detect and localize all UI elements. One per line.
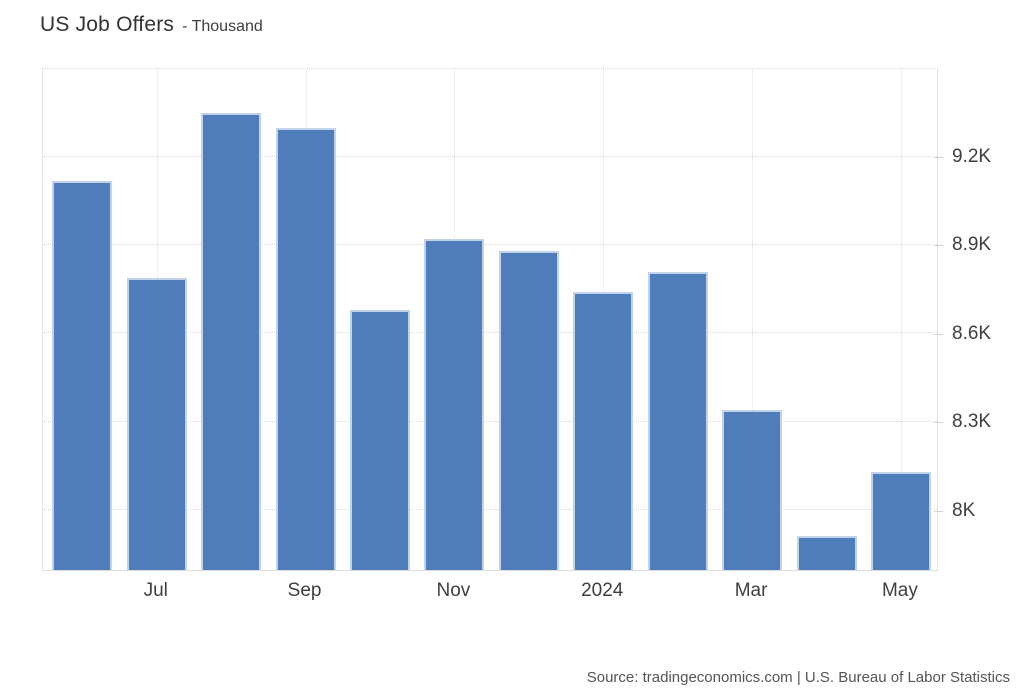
chart-header: US Job Offers - Thousand bbox=[40, 13, 263, 37]
bar-dec-2023[interactable] bbox=[498, 251, 559, 570]
x-axis-label: Jul bbox=[143, 580, 168, 601]
chart-title: US Job Offers bbox=[40, 13, 175, 36]
y-gridline bbox=[43, 244, 937, 246]
bar-layer bbox=[43, 69, 937, 570]
bar-apr-2024[interactable] bbox=[796, 536, 857, 570]
bar-jan-2024[interactable] bbox=[573, 292, 634, 570]
source-attribution: Source: tradingeconomics.com | U.S. Bure… bbox=[586, 669, 1010, 686]
y-axis-label: 9.2K bbox=[952, 145, 992, 167]
x-gridline bbox=[752, 69, 754, 570]
y-axis-tick bbox=[934, 156, 943, 158]
bar-sep-2023[interactable] bbox=[275, 127, 336, 570]
y-gridline bbox=[43, 420, 937, 422]
x-axis-label: Nov bbox=[436, 580, 471, 601]
bar-oct-2023[interactable] bbox=[349, 309, 410, 570]
y-axis-label: 8K bbox=[952, 499, 976, 521]
x-axis-label: 2024 bbox=[581, 580, 624, 601]
y-axis-tick bbox=[934, 333, 943, 335]
bar-aug-2023[interactable] bbox=[201, 113, 262, 570]
y-gridline bbox=[43, 156, 937, 158]
y-gridline bbox=[43, 508, 937, 510]
chart-subtitle: - Thousand bbox=[182, 18, 263, 35]
y-axis-tick bbox=[934, 245, 943, 246]
y-gridline bbox=[43, 332, 937, 334]
y-axis-label: 8.9K bbox=[952, 234, 992, 255]
x-gridline bbox=[900, 69, 902, 570]
plot-area bbox=[42, 68, 938, 571]
y-axis-label: 8.6K bbox=[952, 322, 992, 344]
y-axis-label: 8.3K bbox=[952, 411, 992, 433]
bar-feb-2024[interactable] bbox=[647, 271, 708, 570]
bar-nov-2023[interactable] bbox=[424, 239, 485, 570]
bar-jul-2023[interactable] bbox=[126, 277, 187, 570]
y-axis-tick bbox=[934, 422, 943, 424]
y-axis-tick bbox=[934, 510, 943, 512]
bar-may-2024[interactable] bbox=[870, 471, 931, 570]
x-axis-label: May bbox=[881, 580, 918, 601]
bar-mar-2024[interactable] bbox=[722, 409, 783, 570]
bar-jun-2023[interactable] bbox=[52, 180, 113, 570]
x-axis-label: Mar bbox=[734, 580, 768, 601]
x-axis-label: Sep bbox=[287, 580, 322, 601]
